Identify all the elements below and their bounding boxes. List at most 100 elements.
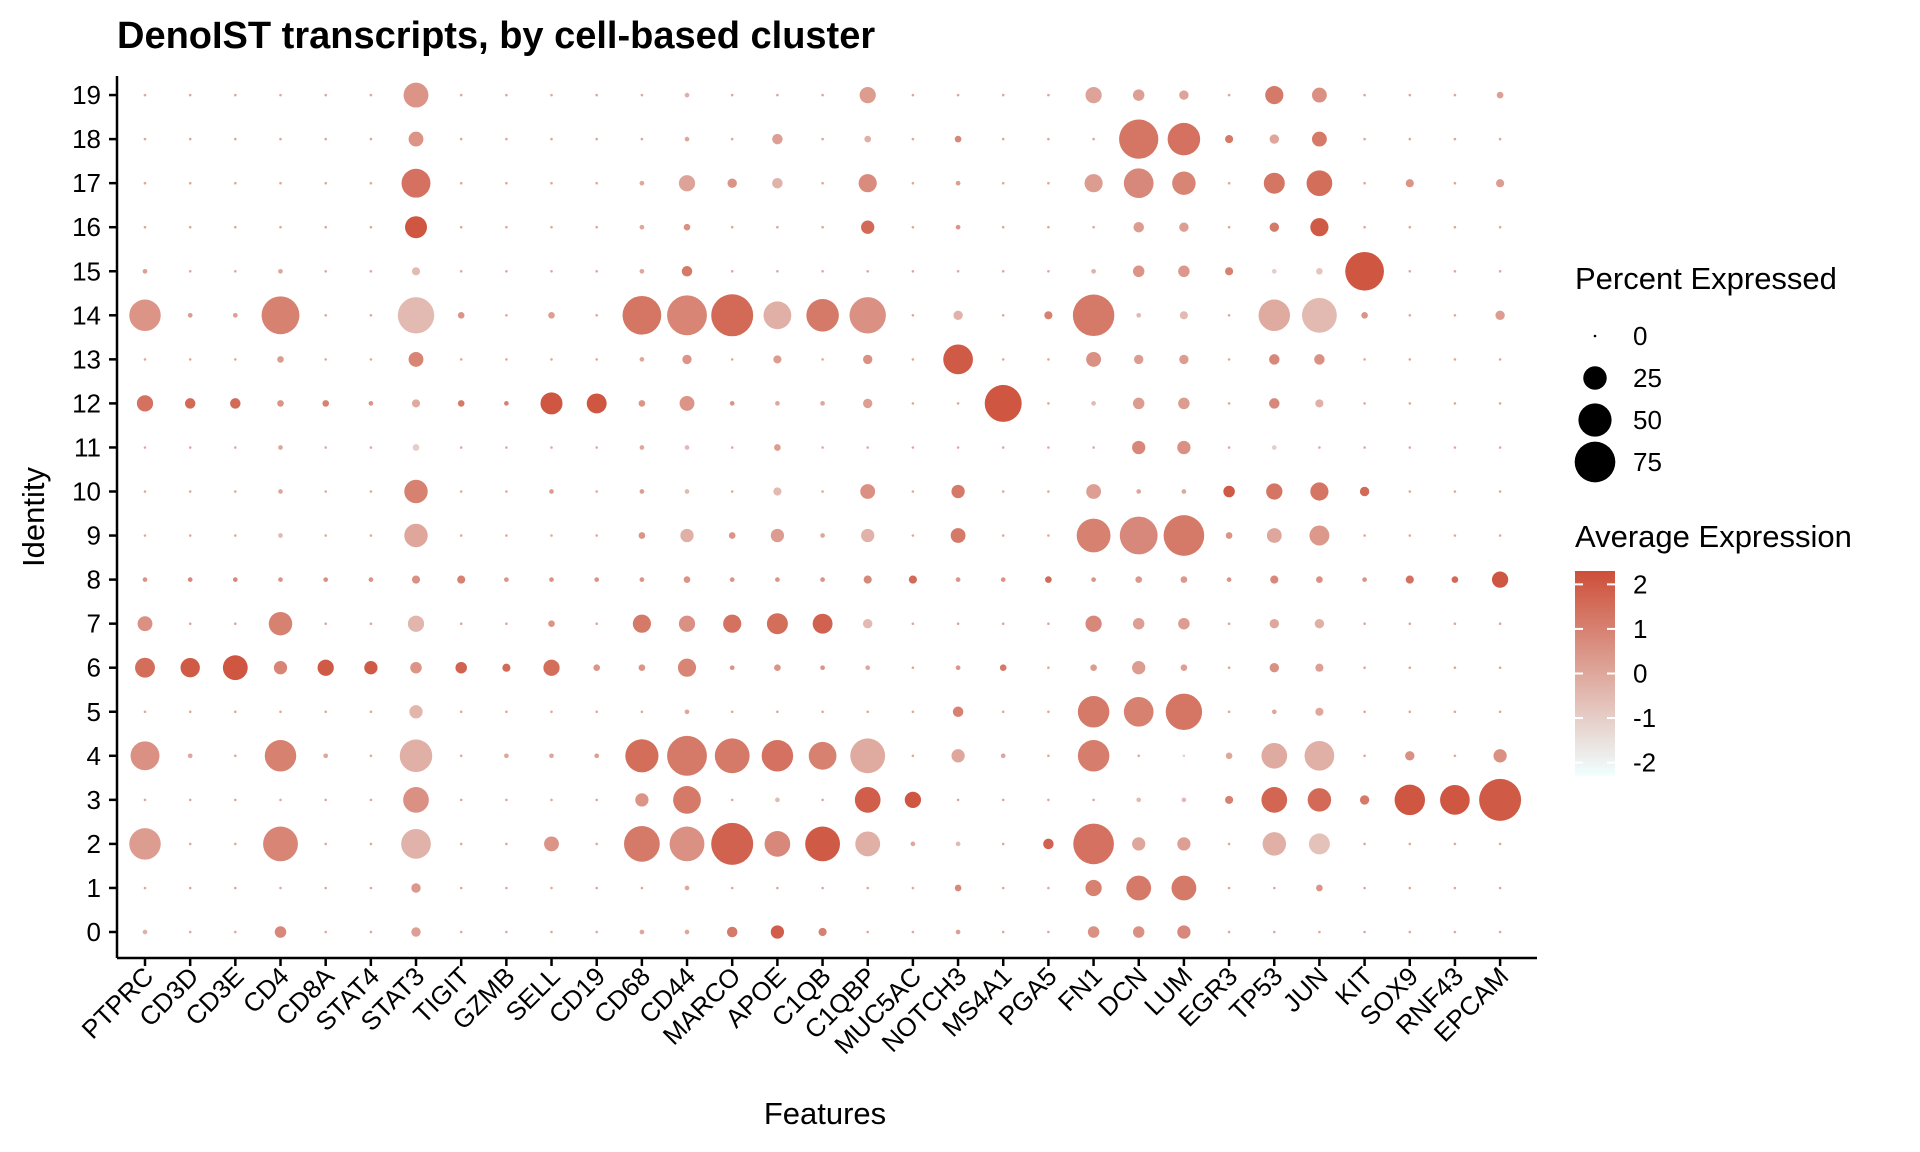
dot-c1qbp-7: [863, 619, 873, 629]
dot-cd3d-4: [187, 753, 193, 759]
dot-ms4a1-4: [1000, 753, 1006, 759]
dot-cd68-8: [639, 577, 645, 582]
dot-jun-19: [1311, 87, 1327, 103]
dot-muc5ac-14: [911, 314, 915, 317]
dot-cd8a-6: [317, 659, 334, 676]
dot-lum-7: [1178, 617, 1190, 630]
dot-c1qb-3: [821, 798, 824, 802]
dot-egr3-7: [1227, 622, 1231, 625]
dot-stat4-3: [369, 798, 373, 802]
dot-cd3e-4: [234, 754, 237, 758]
color-legend-label: 2: [1633, 569, 1647, 599]
y-tick-label: 1: [87, 873, 101, 903]
dot-c1qb-8: [820, 577, 825, 582]
dot-rnf43-11: [1453, 446, 1457, 449]
dot-pga5-3: [1047, 798, 1050, 802]
dot-jun-5: [1315, 707, 1324, 716]
dot-marco-11: [730, 446, 734, 449]
dot-cd44-6: [677, 658, 697, 677]
dot-dcn-3: [1136, 797, 1142, 803]
dot-cd8a-11: [324, 446, 328, 449]
dot-fn1-9: [1076, 518, 1111, 553]
dot-cd4-5: [279, 710, 282, 714]
dot-jun-0: [1318, 930, 1321, 934]
dot-stat4-2: [369, 842, 373, 846]
dot-tigit-4: [459, 754, 463, 758]
dot-stat3-11: [412, 444, 420, 451]
dot-cd3d-3: [188, 798, 192, 802]
dot-tigit-10: [459, 490, 463, 493]
dot-lum-6: [1180, 664, 1188, 672]
dot-sell-13: [550, 358, 553, 361]
dot-pga5-2: [1043, 838, 1054, 850]
y-tick-label: 11: [74, 432, 101, 462]
dot-c1qb-6: [820, 665, 825, 671]
size-legend: Percent Expressed 0 25 50 75: [1574, 261, 1837, 483]
dot-notch3-6: [955, 665, 961, 671]
dot-cd3e-9: [234, 534, 237, 537]
dot-fn1-12: [1091, 401, 1096, 406]
dot-marco-12: [729, 401, 735, 406]
dot-egr3-10: [1223, 485, 1235, 498]
dot-gzmb-5: [505, 710, 508, 714]
dot-cd4-1: [279, 886, 282, 890]
dot-epcam-10: [1498, 490, 1502, 493]
dot-c1qbp-3: [854, 787, 881, 813]
dot-cd19-12: [586, 393, 607, 414]
dot-muc5ac-4: [911, 754, 915, 758]
dot-egr3-2: [1227, 842, 1231, 846]
dot-egr3-3: [1225, 795, 1234, 804]
color-legend: Average Expression 2 1 0 -1 -2: [1575, 519, 1852, 778]
size-legend-dot: [1574, 441, 1616, 483]
dot-cd3d-12: [184, 398, 196, 409]
dot-cd68-16: [639, 224, 645, 230]
dot-stat4-18: [369, 137, 373, 141]
dot-kit-9: [1363, 534, 1366, 537]
dot-rnf43-0: [1453, 930, 1457, 934]
dot-kit-17: [1363, 181, 1366, 185]
dot-cd68-11: [639, 445, 645, 450]
dot-fn1-19: [1085, 86, 1102, 104]
dot-sell-16: [550, 225, 553, 229]
dot-apoe-19: [776, 93, 779, 97]
dot-kit-18: [1363, 137, 1366, 141]
dot-rnf43-1: [1453, 886, 1457, 890]
dot-marco-4: [714, 738, 750, 774]
dot-cd4-18: [279, 137, 282, 141]
dot-jun-3: [1307, 788, 1332, 812]
dot-epcam-16: [1498, 225, 1502, 229]
dot-dcn-19: [1132, 89, 1145, 101]
dot-muc5ac-2: [910, 841, 916, 847]
dot-c1qbp-4: [850, 738, 886, 774]
dot-c1qb-10: [821, 490, 824, 493]
dot-cd3d-19: [188, 93, 192, 97]
dot-c1qbp-17: [858, 174, 877, 193]
dot-sox9-3: [1394, 784, 1426, 816]
dot-dcn-13: [1134, 354, 1144, 365]
dot-dcn-9: [1119, 516, 1158, 555]
dot-gzmb-16: [505, 225, 508, 229]
dot-epcam-9: [1498, 534, 1502, 537]
dot-pga5-12: [1047, 402, 1050, 405]
color-legend-label: 1: [1633, 614, 1647, 644]
dot-lum-8: [1180, 576, 1188, 583]
dot-cd3d-13: [188, 358, 192, 361]
dot-tp53-19: [1265, 86, 1284, 105]
dot-stat3-12: [411, 399, 421, 408]
dot-sox9-12: [1408, 402, 1412, 405]
dot-apoe-8: [775, 577, 780, 582]
dot-muc5ac-17: [911, 181, 915, 185]
dot-tp53-2: [1262, 832, 1287, 856]
dot-egr3-9: [1225, 532, 1233, 539]
dot-stat3-10: [404, 479, 428, 504]
size-legend-dot: [1593, 334, 1597, 338]
dot-epcam-8: [1491, 571, 1509, 588]
dot-cd8a-0: [324, 930, 328, 934]
dot-ptprc-13: [143, 358, 147, 361]
dot-c1qb-1: [821, 886, 824, 890]
dot-lum-5: [1165, 693, 1203, 730]
dot-cd68-18: [640, 137, 644, 141]
dot-ptprc-10: [143, 490, 147, 493]
dot-tp53-3: [1261, 787, 1288, 813]
